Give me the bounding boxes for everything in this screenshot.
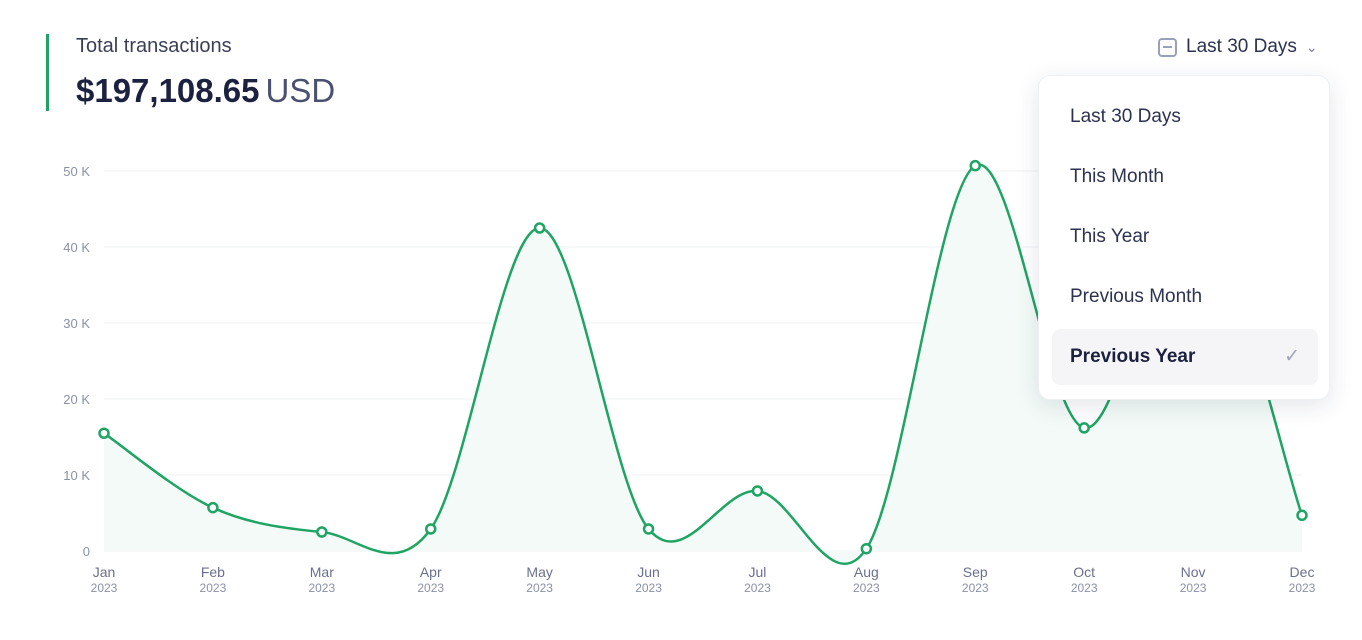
x-tick-year: 2023 [853,581,880,595]
menu-item-previous-month[interactable]: Previous Month [1070,286,1203,307]
total-amount: $197,108.65 USD [76,72,335,110]
y-tick-label: 50 K [63,164,90,179]
data-point [533,222,546,234]
area-fill [104,164,1302,564]
menu-item-this-month[interactable]: This Month [1070,166,1164,187]
date-range-dropdown[interactable]: Last 30 Days ⌄ [1158,36,1318,58]
data-point [751,485,764,497]
currency: USD [265,72,336,109]
x-tick-year: 2023 [1289,581,1316,595]
menu-item-this-year[interactable]: This Year [1070,226,1150,247]
menu-item-label: Previous Year [1070,346,1196,367]
y-tick-label: 0 [83,544,90,559]
x-tick-year: 2023 [962,581,989,595]
x-tick-year: 2023 [91,581,118,595]
x-tick-label: Jul [749,564,767,580]
total-label: Total transactions [76,35,232,57]
data-point [98,427,110,439]
y-tick-label: 20 K [63,392,90,407]
x-tick-label: Dec [1290,564,1315,580]
x-tick-year: 2023 [635,581,662,595]
x-tick-label: Nov [1181,564,1206,580]
y-tick-label: 40 K [63,240,90,255]
calendar-icon [1158,37,1177,57]
x-tick-year: 2023 [1071,581,1098,595]
x-tick-label: Aug [854,564,879,580]
data-point [424,523,437,535]
x-tick-label: Jan [93,564,116,580]
x-tick-year: 2023 [744,581,771,595]
x-tick-label: Apr [420,564,442,580]
menu-item-previous-year[interactable]: Previous Year ✓ [1052,329,1318,385]
check-icon: ✓ [1284,346,1300,367]
data-point [860,542,873,555]
data-point [969,159,982,172]
data-point [1296,509,1308,522]
x-tick-year: 2023 [200,581,227,595]
x-tick-label: Feb [201,564,225,580]
menu-item-last-30-days[interactable]: Last 30 Days [1070,106,1181,127]
x-tick-year: 2023 [308,581,335,595]
chevron-down-icon: ⌄ [1305,38,1318,55]
x-tick-label: May [526,564,552,580]
data-point [316,526,328,538]
y-tick-label: 30 K [63,316,90,331]
x-tick-label: Sep [963,564,988,580]
y-tick-label: 10 K [63,468,90,483]
x-tick-year: 2023 [526,581,553,595]
x-tick-label: Mar [310,564,334,580]
data-point [1078,422,1090,434]
data-point [207,501,219,514]
x-tick-label: Oct [1073,564,1095,580]
accent-bar [46,34,49,111]
x-tick-year: 2023 [417,581,444,595]
date-range-label: Last 30 Days [1186,36,1297,57]
data-point [642,523,655,535]
amount-value: $197,108.65 [76,72,260,109]
x-tick-year: 2023 [1180,581,1207,595]
date-range-menu: Last 30 Days This Month This Year Previo… [1038,75,1330,400]
x-tick-label: Jun [637,564,660,580]
